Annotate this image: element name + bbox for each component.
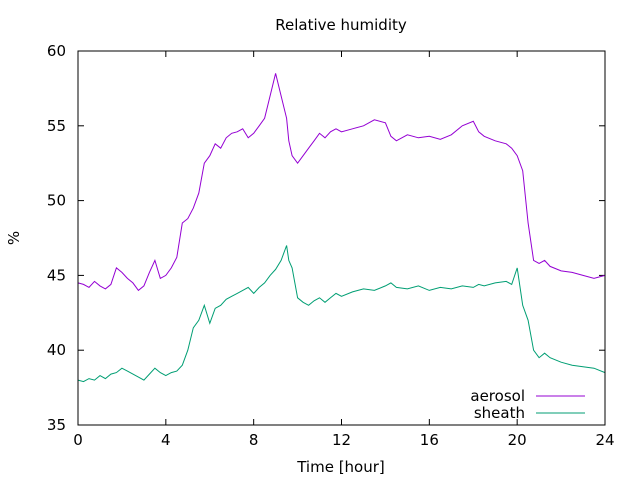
plot-frame [77, 50, 606, 426]
aerosol-series-line [77, 73, 606, 292]
y-tick-label: 60 [47, 42, 66, 60]
x-axis-label: Time [hour] [296, 458, 385, 476]
chart-title: Relative humidity [275, 16, 407, 34]
y-tick-label: 50 [47, 192, 66, 210]
y-tick-label: 45 [47, 266, 66, 284]
sheath-series-line [77, 245, 606, 383]
y-tick-label: 55 [47, 117, 66, 135]
x-tick-label: 16 [420, 431, 439, 449]
x-tick-label: 8 [249, 431, 259, 449]
x-tick-label: 24 [595, 431, 614, 449]
x-tick-label: 20 [508, 431, 527, 449]
legend-label-sheath: sheath [474, 404, 525, 422]
x-tick-label: 12 [332, 431, 351, 449]
x-tick-label: 0 [73, 431, 83, 449]
plot-series [77, 73, 606, 383]
legend-label-aerosol: aerosol [470, 387, 525, 405]
y-tick-label: 40 [47, 341, 66, 359]
y-axis-label: % [5, 231, 23, 245]
x-tick-label: 4 [161, 431, 171, 449]
y-tick-label: 35 [47, 416, 66, 434]
